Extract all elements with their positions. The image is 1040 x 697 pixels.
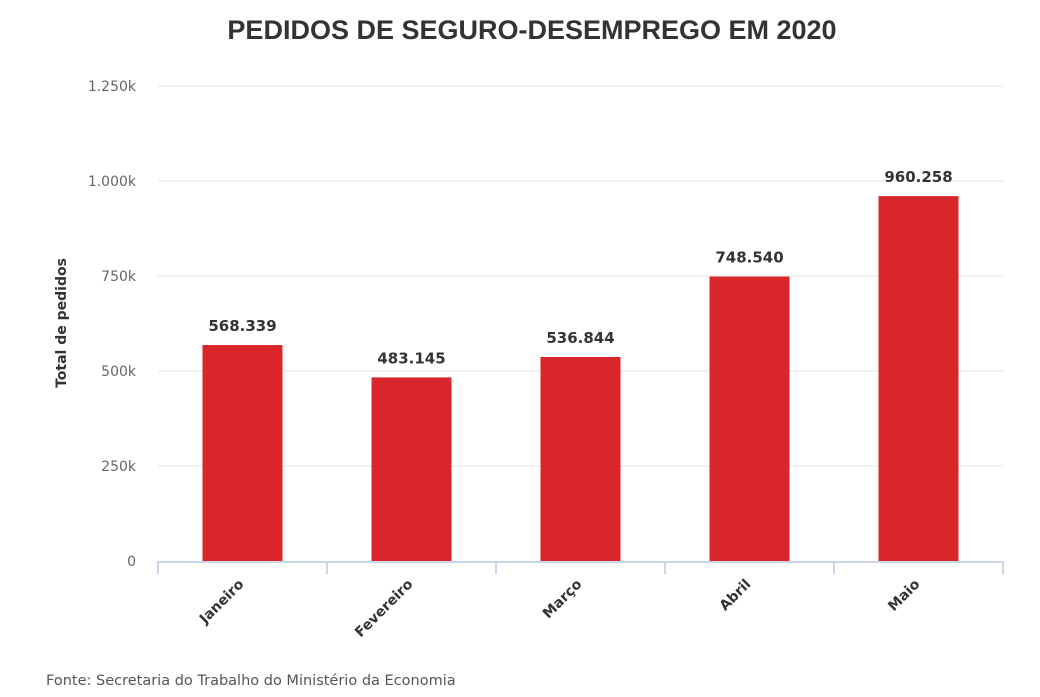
bar [878,196,959,561]
y-tick-label: 500k [101,364,137,380]
bar [709,276,790,561]
source-note: Fonte: Secretaria do Trabalho do Ministé… [46,673,456,689]
bar [202,345,283,561]
bars [202,196,959,561]
x-tick-label: Abril [717,577,755,615]
y-tick-label: 1.000k [88,174,137,190]
y-axis-label: Total de pedidos [54,258,70,388]
data-label: 536.844 [546,329,614,347]
data-label: 483.145 [377,349,445,367]
y-tick-label: 1.250k [88,79,137,95]
x-tick-label: Fevereiro [352,576,416,640]
x-axis [157,561,1004,574]
chart-title: PEDIDOS DE SEGURO-DESEMPREGO EM 2020 [227,15,836,45]
x-axis-labels: Janeiro Fevereiro Março Abril Maio [196,576,924,641]
data-label: 568.339 [208,317,276,335]
y-tick-label: 250k [101,459,137,475]
x-tick-label: Janeiro [196,576,247,627]
data-label: 960.258 [884,168,952,186]
bar [371,377,452,561]
data-label: 748.540 [715,249,783,267]
bar [540,356,621,561]
y-tick-label: 0 [127,554,136,570]
y-axis-ticks: 0 250k 500k 750k 1.000k 1.250k [88,79,137,570]
y-tick-label: 750k [101,269,137,285]
grid-lines [158,85,1003,467]
x-tick-label: Maio [885,576,923,614]
data-labels: 568.339 483.145 536.844 748.540 960.258 [208,168,952,367]
x-tick-label: Março [540,576,586,622]
